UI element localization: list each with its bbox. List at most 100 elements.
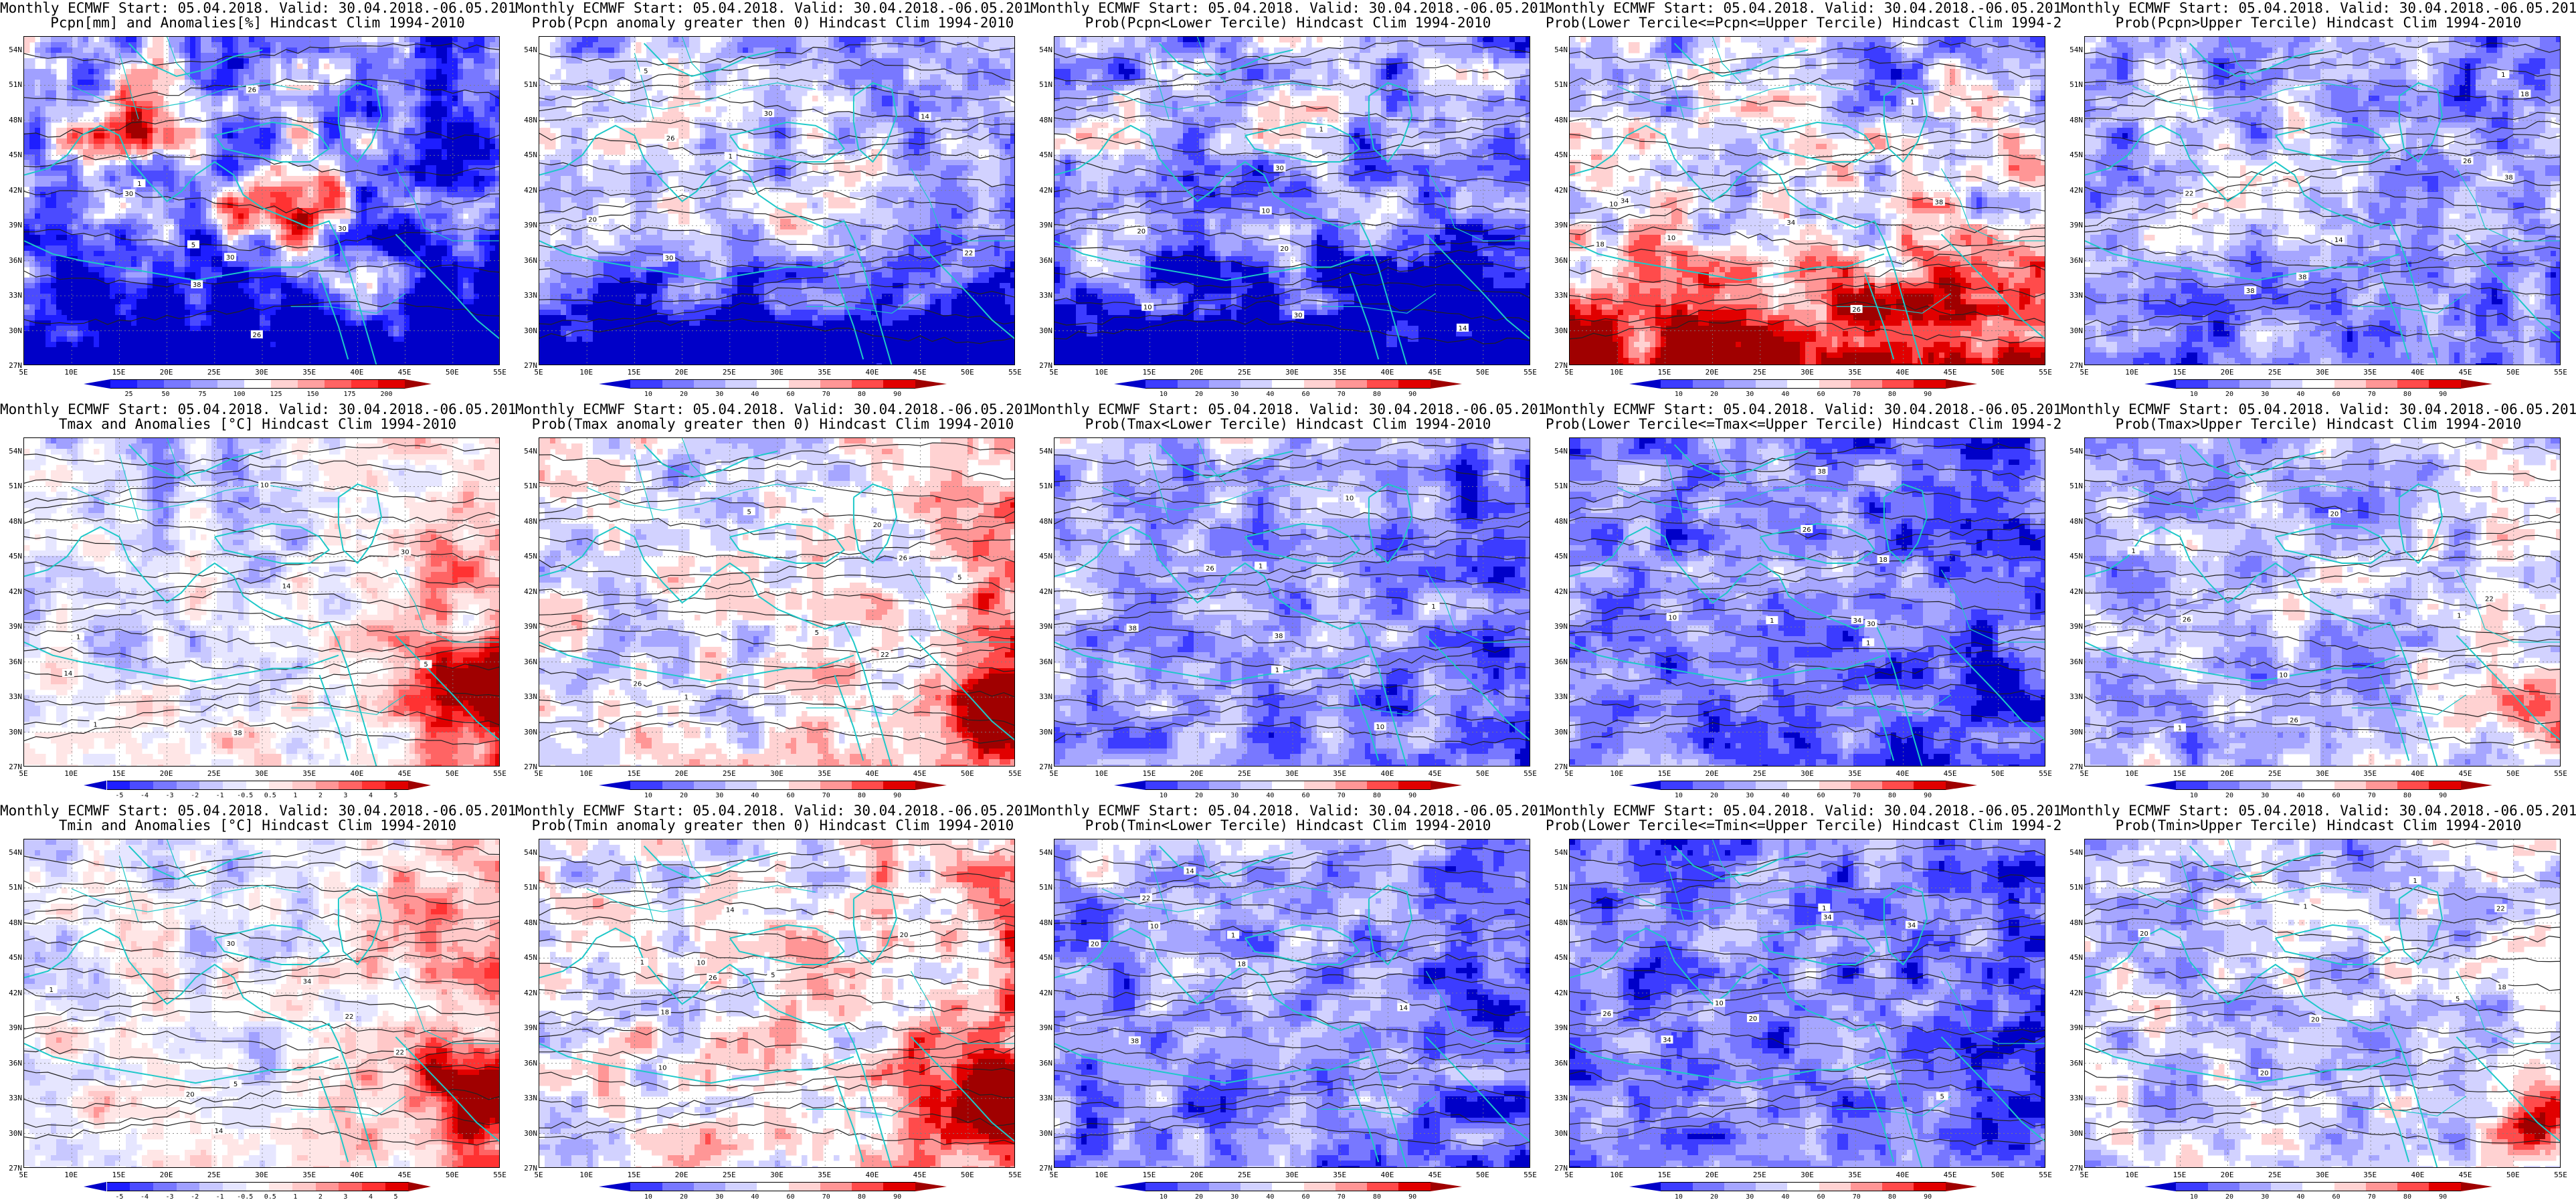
- latitude-label: 54N: [2062, 848, 2083, 857]
- colorbar-segment: [269, 781, 292, 790]
- colorbar-segment: [725, 781, 757, 790]
- latitude-label: 45N: [517, 552, 537, 561]
- longitude-label: 30E: [2316, 1171, 2329, 1179]
- colorbar-tick-label: 60: [2332, 391, 2340, 398]
- longitude-label: 55E: [493, 368, 507, 377]
- contour-label: 10: [1668, 614, 1677, 621]
- colorbar-tick-label: 60: [787, 792, 795, 799]
- contour-label: 10: [1667, 235, 1675, 242]
- longitude-label: 15E: [1657, 769, 1671, 778]
- longitude-label: 35E: [2363, 368, 2377, 377]
- longitude-label: 45E: [2459, 1171, 2472, 1179]
- colorbar-tick-label: 60: [787, 1193, 795, 1201]
- longitude-label: 40E: [1896, 368, 1909, 377]
- contour-label: 10: [697, 959, 705, 967]
- colorbar-segment: [2366, 1182, 2398, 1191]
- contour-label: 22: [2496, 906, 2505, 913]
- longitude-label: 25E: [723, 769, 736, 778]
- colorbar-segment: [2397, 1182, 2429, 1191]
- longitude-label: 40E: [2411, 1171, 2424, 1179]
- colorbar-tick-label: 20: [2225, 1193, 2233, 1201]
- colorbar-tick-label: 30: [2261, 391, 2269, 398]
- longitude-label: 20E: [675, 1171, 688, 1179]
- colorbar-segment: [316, 781, 339, 790]
- longitude-label: 45E: [2459, 769, 2472, 778]
- longitude-label: 55E: [493, 1171, 507, 1179]
- longitude-label: 55E: [2039, 1171, 2052, 1179]
- longitude-label: 25E: [207, 368, 221, 377]
- map-panel-pcpn-prob-lower: Monthly ECMWF Start: 05.04.2018. Valid: …: [1030, 0, 1546, 401]
- colorbar-segment: [2334, 781, 2367, 790]
- latitude-label: 30N: [1032, 728, 1052, 736]
- colorbar-min-arrow: [599, 781, 630, 790]
- contour-label: 26: [2290, 717, 2298, 724]
- colorbar-segment: [1882, 781, 1914, 790]
- colorbar-segment: [1209, 781, 1241, 790]
- contour-label: 38: [234, 730, 242, 737]
- longitude-label: 30E: [2316, 769, 2329, 778]
- colorbar-segment: [852, 1182, 884, 1191]
- colorbar-tick-label: 60: [1302, 1193, 1310, 1201]
- latitude-label: 36N: [517, 256, 537, 265]
- contour-label: 10: [2279, 672, 2288, 680]
- colorbar-segment: [1336, 379, 1368, 389]
- colorbar-tick-label: 2: [318, 792, 323, 799]
- latitude-label: 45N: [517, 150, 537, 159]
- latitude-label: 54N: [517, 45, 537, 54]
- longitude-label: 40E: [1380, 1171, 1394, 1179]
- longitude-label: 40E: [865, 769, 879, 778]
- latitude-label: 33N: [1032, 692, 1052, 701]
- colorbar-segment: [1661, 379, 1693, 389]
- latitude-label: 33N: [1547, 692, 1568, 701]
- latitude-label: 36N: [2062, 256, 2083, 265]
- latitude-label: 48N: [1, 918, 22, 927]
- longitude-label: 25E: [723, 368, 736, 377]
- colorbar-segment: [1398, 781, 1431, 790]
- colorbar-min-arrow: [84, 379, 110, 389]
- contour-label: 30: [1275, 165, 1284, 173]
- contour-label: 26: [248, 87, 256, 94]
- longitude-label: 35E: [2363, 1171, 2377, 1179]
- colorbar-segment: [137, 379, 165, 389]
- colorbar-tick-label: 4: [369, 792, 373, 799]
- colorbar-segment: [1787, 1182, 1819, 1191]
- latitude-label: 30N: [517, 326, 537, 335]
- longitude-label: 50E: [1476, 368, 1489, 377]
- contour-label: 10: [658, 1065, 667, 1072]
- panel-title-line1: Monthly ECMWF Start: 05.04.2018. Valid: …: [1546, 0, 2061, 16]
- contour-label: 1: [640, 959, 644, 967]
- latitude-label: 45N: [1032, 552, 1052, 561]
- colorbar-tick-label: 60: [1817, 1193, 1825, 1201]
- colorbar-tick-label: 90: [2439, 391, 2447, 398]
- latitude-label: 51N: [1, 80, 22, 89]
- longitude-label: 50E: [961, 769, 974, 778]
- colorbar-segment: [820, 781, 852, 790]
- colorbar-legend: 10 20 30 40 60 70 80 90: [2144, 1182, 2492, 1191]
- longitude-label: 25E: [723, 1171, 736, 1179]
- contour-label: 38: [1935, 199, 1944, 207]
- longitude-label: 15E: [627, 1171, 640, 1179]
- colorbar-segment: [694, 781, 726, 790]
- latitude-label: 33N: [1547, 1094, 1568, 1102]
- contour-label: 30: [124, 191, 133, 198]
- latitude-label: 54N: [2062, 447, 2083, 456]
- longitude-label: 45E: [398, 368, 411, 377]
- longitude-label: 5E: [1049, 769, 1058, 778]
- colorbar-segment: [107, 781, 130, 790]
- longitude-label: 45E: [913, 1171, 927, 1179]
- latitude-label: 36N: [1547, 256, 1568, 265]
- colorbar-min-arrow: [2144, 379, 2176, 389]
- panel-title-line1: Monthly ECMWF Start: 05.04.2018. Valid: …: [2061, 803, 2576, 819]
- latitude-label: 48N: [1, 517, 22, 526]
- colorbar-tick-label: 10: [644, 1193, 652, 1201]
- longitude-label: 45E: [1944, 368, 1957, 377]
- longitude-label: 35E: [1848, 769, 1861, 778]
- contour-label: 38: [1128, 625, 1137, 632]
- colorbar-segment: [316, 1182, 339, 1191]
- latitude-label: 48N: [1, 116, 22, 124]
- colorbar-tick-label: 175: [343, 391, 355, 398]
- contour-label: 5: [815, 629, 819, 637]
